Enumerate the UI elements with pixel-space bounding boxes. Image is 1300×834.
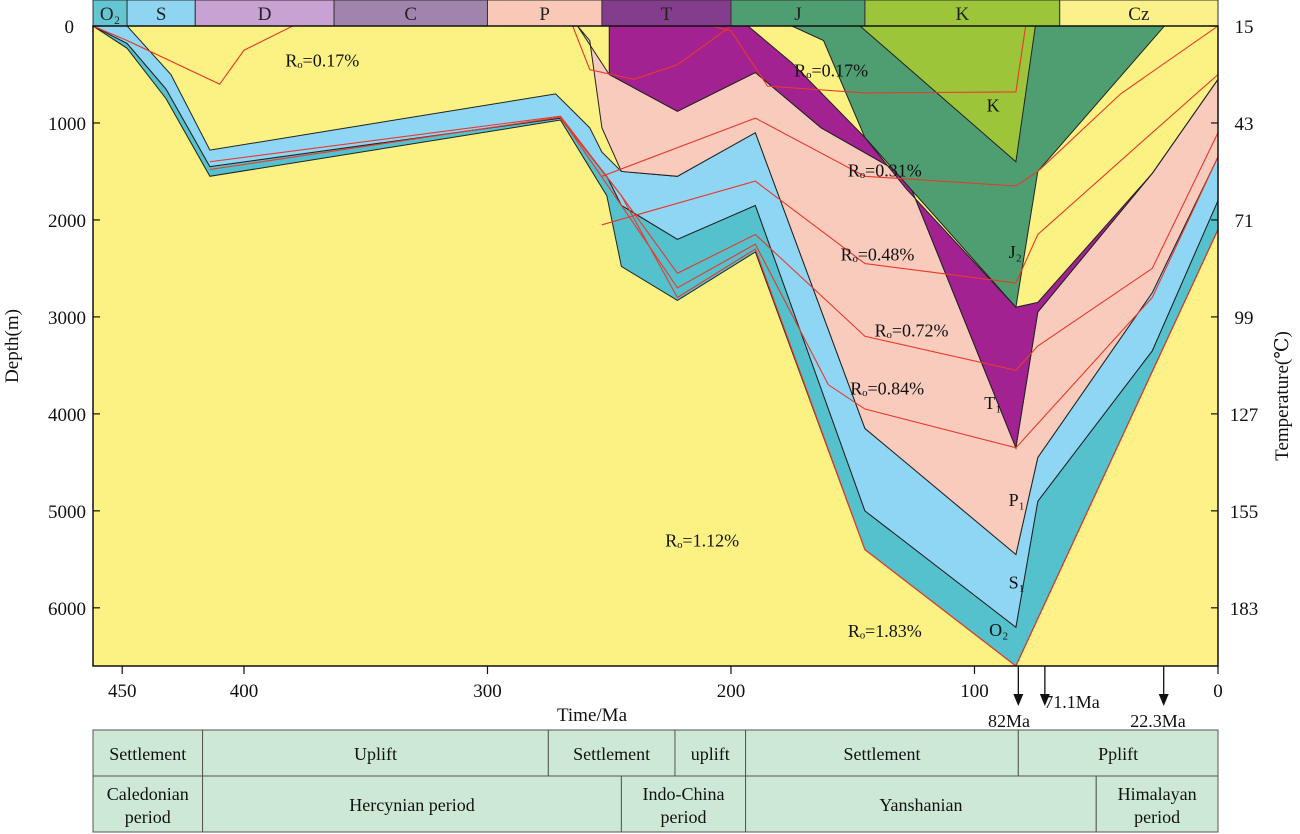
ro-line-4 [601,26,1218,187]
x-axis-title: Time/Ma [557,705,628,726]
stage-label-uplift: Uplift [354,744,397,764]
unit-label-o: O₂ [989,620,1008,640]
ro-line-1 [93,26,293,85]
event-label-71-1ma: 71.1Ma [1044,692,1100,712]
axes: 450 400 300 200 100 0010002000300040005000600… [48,17,1258,702]
orogeny-label-himalayan-period: Himalayan period [1118,784,1197,827]
y-tick-label-3000: 3000 [48,308,86,329]
orogeny-cell-himalayan-period [1095,775,1219,833]
period-p-cell [486,0,603,27]
period-o-cell [92,0,128,27]
ro-label-1: Rₒ=0.17% [285,51,359,71]
event-markers: 82Ma 71.1Ma 22.3Ma [988,666,1186,731]
period-o-label: O₂ [100,4,120,25]
stage-label-settlement: Settlement [109,744,186,764]
event-arrow-head-71-1ma [1039,694,1050,706]
event-arrow-head-22-3ma [1158,694,1169,706]
period-t-label: T [661,4,673,25]
period-p-label: P [539,4,550,25]
ro-label-4: Rₒ=0.48% [841,245,915,265]
orogeny-label-indo-china-period: Indo-China period [643,784,725,827]
layer-j [791,26,1166,309]
event-label-22-3ma: 22.3Ma [1130,711,1186,731]
stage-cell-uplift [674,729,747,777]
unit-label-s: S₁ [1009,572,1025,592]
y2-tick-label-183: 183 [1230,599,1259,620]
ro-line-7 [209,116,1218,449]
unit-label-p: P₁ [1009,490,1025,510]
y2-tick-label-15: 15 [1235,17,1254,38]
ro-line-5 [601,74,1218,284]
stage-label-settlement: Settlement [573,744,650,764]
ro-label-5: Rₒ=0.72% [875,320,949,340]
event-label-82ma: 82Ma [988,711,1030,731]
period-c-label: C [404,4,417,25]
ro-label-8: Rₒ=1.83% [848,621,922,641]
ro-label-6: Rₒ=0.84% [850,378,924,398]
ro-label-3: Rₒ=0.31% [848,160,922,180]
unit-label-k: K [987,95,1000,115]
ro-line-6 [209,115,1218,371]
x-tick-label-450: 450 [108,681,137,702]
period-cz-label: Cz [1128,4,1149,25]
x-tick-label-0: 0 [1213,681,1223,702]
y2-tick-label-127: 127 [1230,405,1259,426]
stage-label-settlement: Settlement [843,744,920,764]
y-tick-label-4000: 4000 [48,405,86,426]
x-tick-label-200: 200 [717,681,746,702]
unit-label-t: T₁ [984,393,1001,413]
stage-label-uplift: uplift [691,744,730,764]
y-tick-label-6000: 6000 [48,599,86,620]
y-tick-label-0: 0 [65,17,75,38]
stage-label-pplift: Pplift [1098,744,1138,764]
y2-tick-label-71: 71 [1235,211,1254,232]
period-d-cell [194,0,335,27]
ro-isolines [93,26,1218,666]
ro-label-2: Rₒ=0.17% [794,60,868,80]
y-tick-label-2000: 2000 [48,211,86,232]
stage-cell-settlement [92,729,204,777]
x-tick-label-300: 300 [473,681,502,702]
plot-frame [92,25,1219,667]
period-j-cell [730,0,866,27]
layer-k [859,26,1036,163]
y-axis-title: Depth(m) [2,309,23,383]
annotation-labels: Rₒ=0.17% Rₒ=0.17% Rₒ=0.31% Rₒ=0.48% Rₒ=0.72%… [285,51,1025,641]
period-s-label: S [156,4,167,25]
period-s-cell [126,0,196,27]
y2-tick-label-155: 155 [1230,502,1259,523]
y2-axis-title: Temperature(℃) [1272,331,1293,461]
period-cz-cell [1059,0,1219,27]
orogeny-cell-yanshanian [745,775,1097,833]
ro-line-3 [572,26,732,80]
period-t-cell [601,0,732,27]
ro-line-2 [711,26,1027,94]
tectonic-stage-table: Settlement Uplift Settlement uplift Settleme… [92,729,1219,833]
y-tick-label-1000: 1000 [48,114,86,135]
period-c-cell [333,0,488,27]
unit-label-j: J₂ [1009,242,1022,262]
orogeny-label-hercynian-period: Hercynian period [349,795,474,815]
y-tick-label-5000: 5000 [48,502,86,523]
ro-line-8 [560,117,1218,666]
orogeny-cell-indo-china-period [620,775,747,833]
plot-area [92,25,1219,667]
event-arrow-head-82ma [1013,694,1024,706]
y2-tick-label-43: 43 [1235,114,1254,135]
geologic-period-bar: O₂ S D C P T J K Cz [92,0,1219,27]
layer-t [608,26,1218,450]
period-k-label: K [955,4,969,25]
period-k-cell [864,0,1061,27]
orogeny-label-yanshanian: Yanshanian [879,795,962,815]
x-tick-label-400: 400 [230,681,259,702]
x-tick-label-100: 100 [960,681,989,702]
orogeny-label-caledonian-period: Caledonian period [107,784,189,827]
y2-tick-label-99: 99 [1235,308,1254,329]
ro-label-7: Rₒ=1.12% [665,531,739,551]
period-d-label: D [258,4,272,25]
period-j-label: J [794,4,801,25]
orogeny-cell-hercynian-period [202,775,622,833]
